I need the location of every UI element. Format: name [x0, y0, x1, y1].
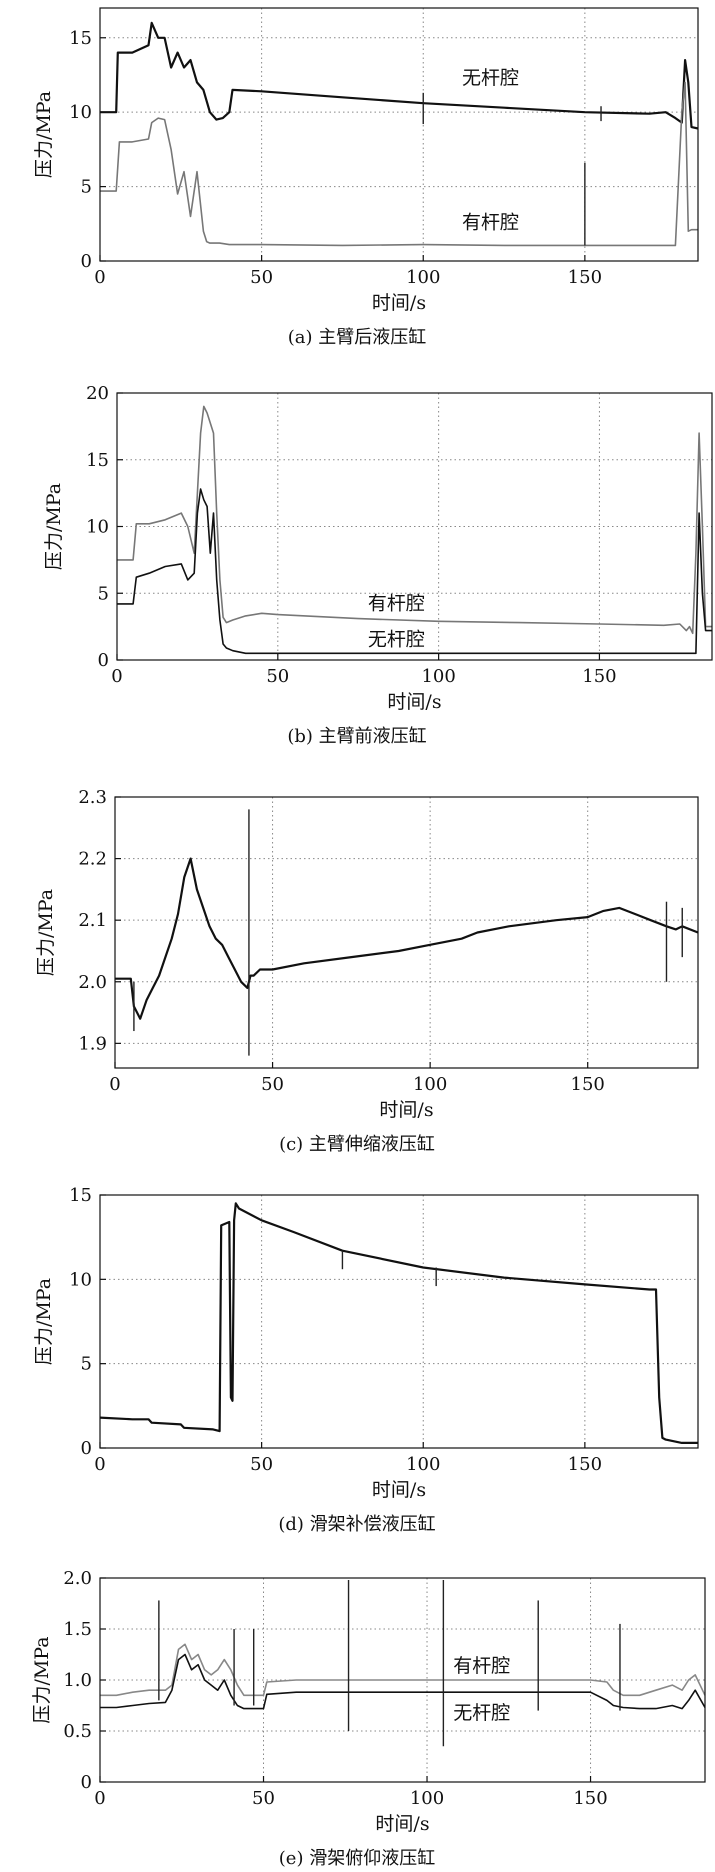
series-line-补偿液压缸 — [99, 1202, 698, 1445]
y-tick-label: 2.0 — [78, 972, 107, 993]
y-axis-label: 压力/MPa — [33, 91, 55, 178]
y-tick-label: 0 — [81, 1438, 92, 1459]
y-tick-label: 0.5 — [63, 1721, 92, 1742]
x-tick-label: 50 — [252, 1788, 275, 1809]
series-annotation: 无杆腔 — [368, 628, 425, 650]
y-axis-label: 压力/MPa — [43, 483, 65, 570]
y-axis-label: 压力/MPa — [31, 1636, 53, 1723]
y-tick-label: 10 — [86, 517, 109, 538]
x-tick-label: 0 — [94, 1454, 105, 1475]
y-tick-label: 0 — [81, 251, 92, 272]
series-line-有杆腔 — [100, 81, 698, 247]
figure-caption: (e) 滑架俯仰液压缸 — [279, 1847, 435, 1869]
x-axis-label: 时间/s — [379, 1099, 433, 1121]
y-tick-label: 2.0 — [63, 1568, 92, 1589]
series-annotation: 无杆腔 — [462, 67, 519, 89]
figure-caption: (d) 滑架补偿液压缸 — [278, 1513, 435, 1535]
x-tick-label: 150 — [582, 666, 616, 687]
y-tick-label: 0 — [98, 650, 109, 671]
chart-panel-d: 0 50 100 150 0 5 10 15 时间/s 压力/MPa (d) 滑架补偿液压缸 — [33, 1185, 699, 1535]
plot-frame — [99, 1194, 699, 1449]
series-annotation: 无杆腔 — [453, 1702, 510, 1724]
x-axis-label: 时间/s — [387, 691, 441, 713]
y-tick-label: 0 — [81, 1772, 92, 1793]
series-line-伸缩液压缸 — [115, 857, 699, 1020]
x-axis-label: 时间/s — [372, 292, 426, 314]
x-tick-label: 150 — [573, 1788, 607, 1809]
y-tick-label: 10 — [69, 1269, 92, 1290]
x-tick-label: 50 — [250, 1454, 273, 1475]
y-tick-label: 5 — [81, 177, 92, 198]
series-annotation: 有杆腔 — [368, 592, 425, 614]
x-tick-label: 0 — [94, 1788, 105, 1809]
series-line-有杆腔 — [117, 405, 712, 635]
series-annotation: 有杆腔 — [462, 211, 519, 233]
x-tick-label: 100 — [406, 1454, 440, 1475]
y-axis-label: 压力/MPa — [35, 889, 57, 976]
x-tick-label: 50 — [261, 1074, 284, 1095]
y-tick-label: 2.2 — [78, 849, 107, 870]
series-line-无杆腔 — [100, 21, 699, 130]
x-tick-label: 150 — [568, 1454, 602, 1475]
y-tick-label: 5 — [81, 1354, 92, 1375]
figure-caption: (c) 主臂伸缩液压缸 — [279, 1133, 435, 1155]
x-tick-label: 100 — [413, 1074, 447, 1095]
x-tick-label: 100 — [410, 1788, 444, 1809]
x-tick-label: 50 — [266, 666, 289, 687]
series-line-无杆腔 — [117, 488, 712, 655]
series-annotation: 有杆腔 — [453, 1655, 510, 1677]
y-tick-label: 1.5 — [63, 1619, 92, 1640]
y-tick-label: 20 — [86, 383, 109, 404]
y-axis-label: 压力/MPa — [33, 1278, 55, 1365]
y-tick-label: 15 — [69, 1185, 92, 1206]
x-tick-label: 100 — [406, 267, 440, 288]
figure-caption: (b) 主臂前液压缸 — [287, 725, 426, 747]
series-line-有杆腔 — [100, 1643, 706, 1697]
figure-caption: (a) 主臂后液压缸 — [288, 326, 427, 348]
y-tick-label: 15 — [69, 28, 92, 49]
x-tick-label: 0 — [94, 267, 105, 288]
x-tick-label: 100 — [421, 666, 455, 687]
y-tick-label: 1.0 — [63, 1670, 92, 1691]
chart-panel-c: 0 50 100 150 1.9 2.0 2.1 2.2 2.3 时间/s 压力/MPa (c) 主臂… — [35, 787, 699, 1155]
y-tick-label: 2.1 — [78, 910, 107, 931]
y-tick-label: 10 — [69, 102, 92, 123]
x-axis-label: 时间/s — [372, 1479, 426, 1501]
x-axis-label: 时间/s — [375, 1813, 429, 1835]
y-tick-label: 2.3 — [78, 787, 107, 808]
y-tick-label: 15 — [86, 450, 109, 471]
series-line-无杆腔 — [100, 1653, 706, 1710]
x-tick-label: 150 — [568, 267, 602, 288]
x-tick-label: 50 — [250, 267, 273, 288]
plot-frame — [114, 796, 699, 1069]
plot-frame — [99, 7, 699, 262]
x-tick-label: 0 — [109, 1074, 120, 1095]
y-tick-label: 5 — [98, 583, 109, 604]
x-tick-label: 150 — [571, 1074, 605, 1095]
y-tick-label: 1.9 — [78, 1033, 107, 1054]
x-tick-label: 0 — [111, 666, 122, 687]
